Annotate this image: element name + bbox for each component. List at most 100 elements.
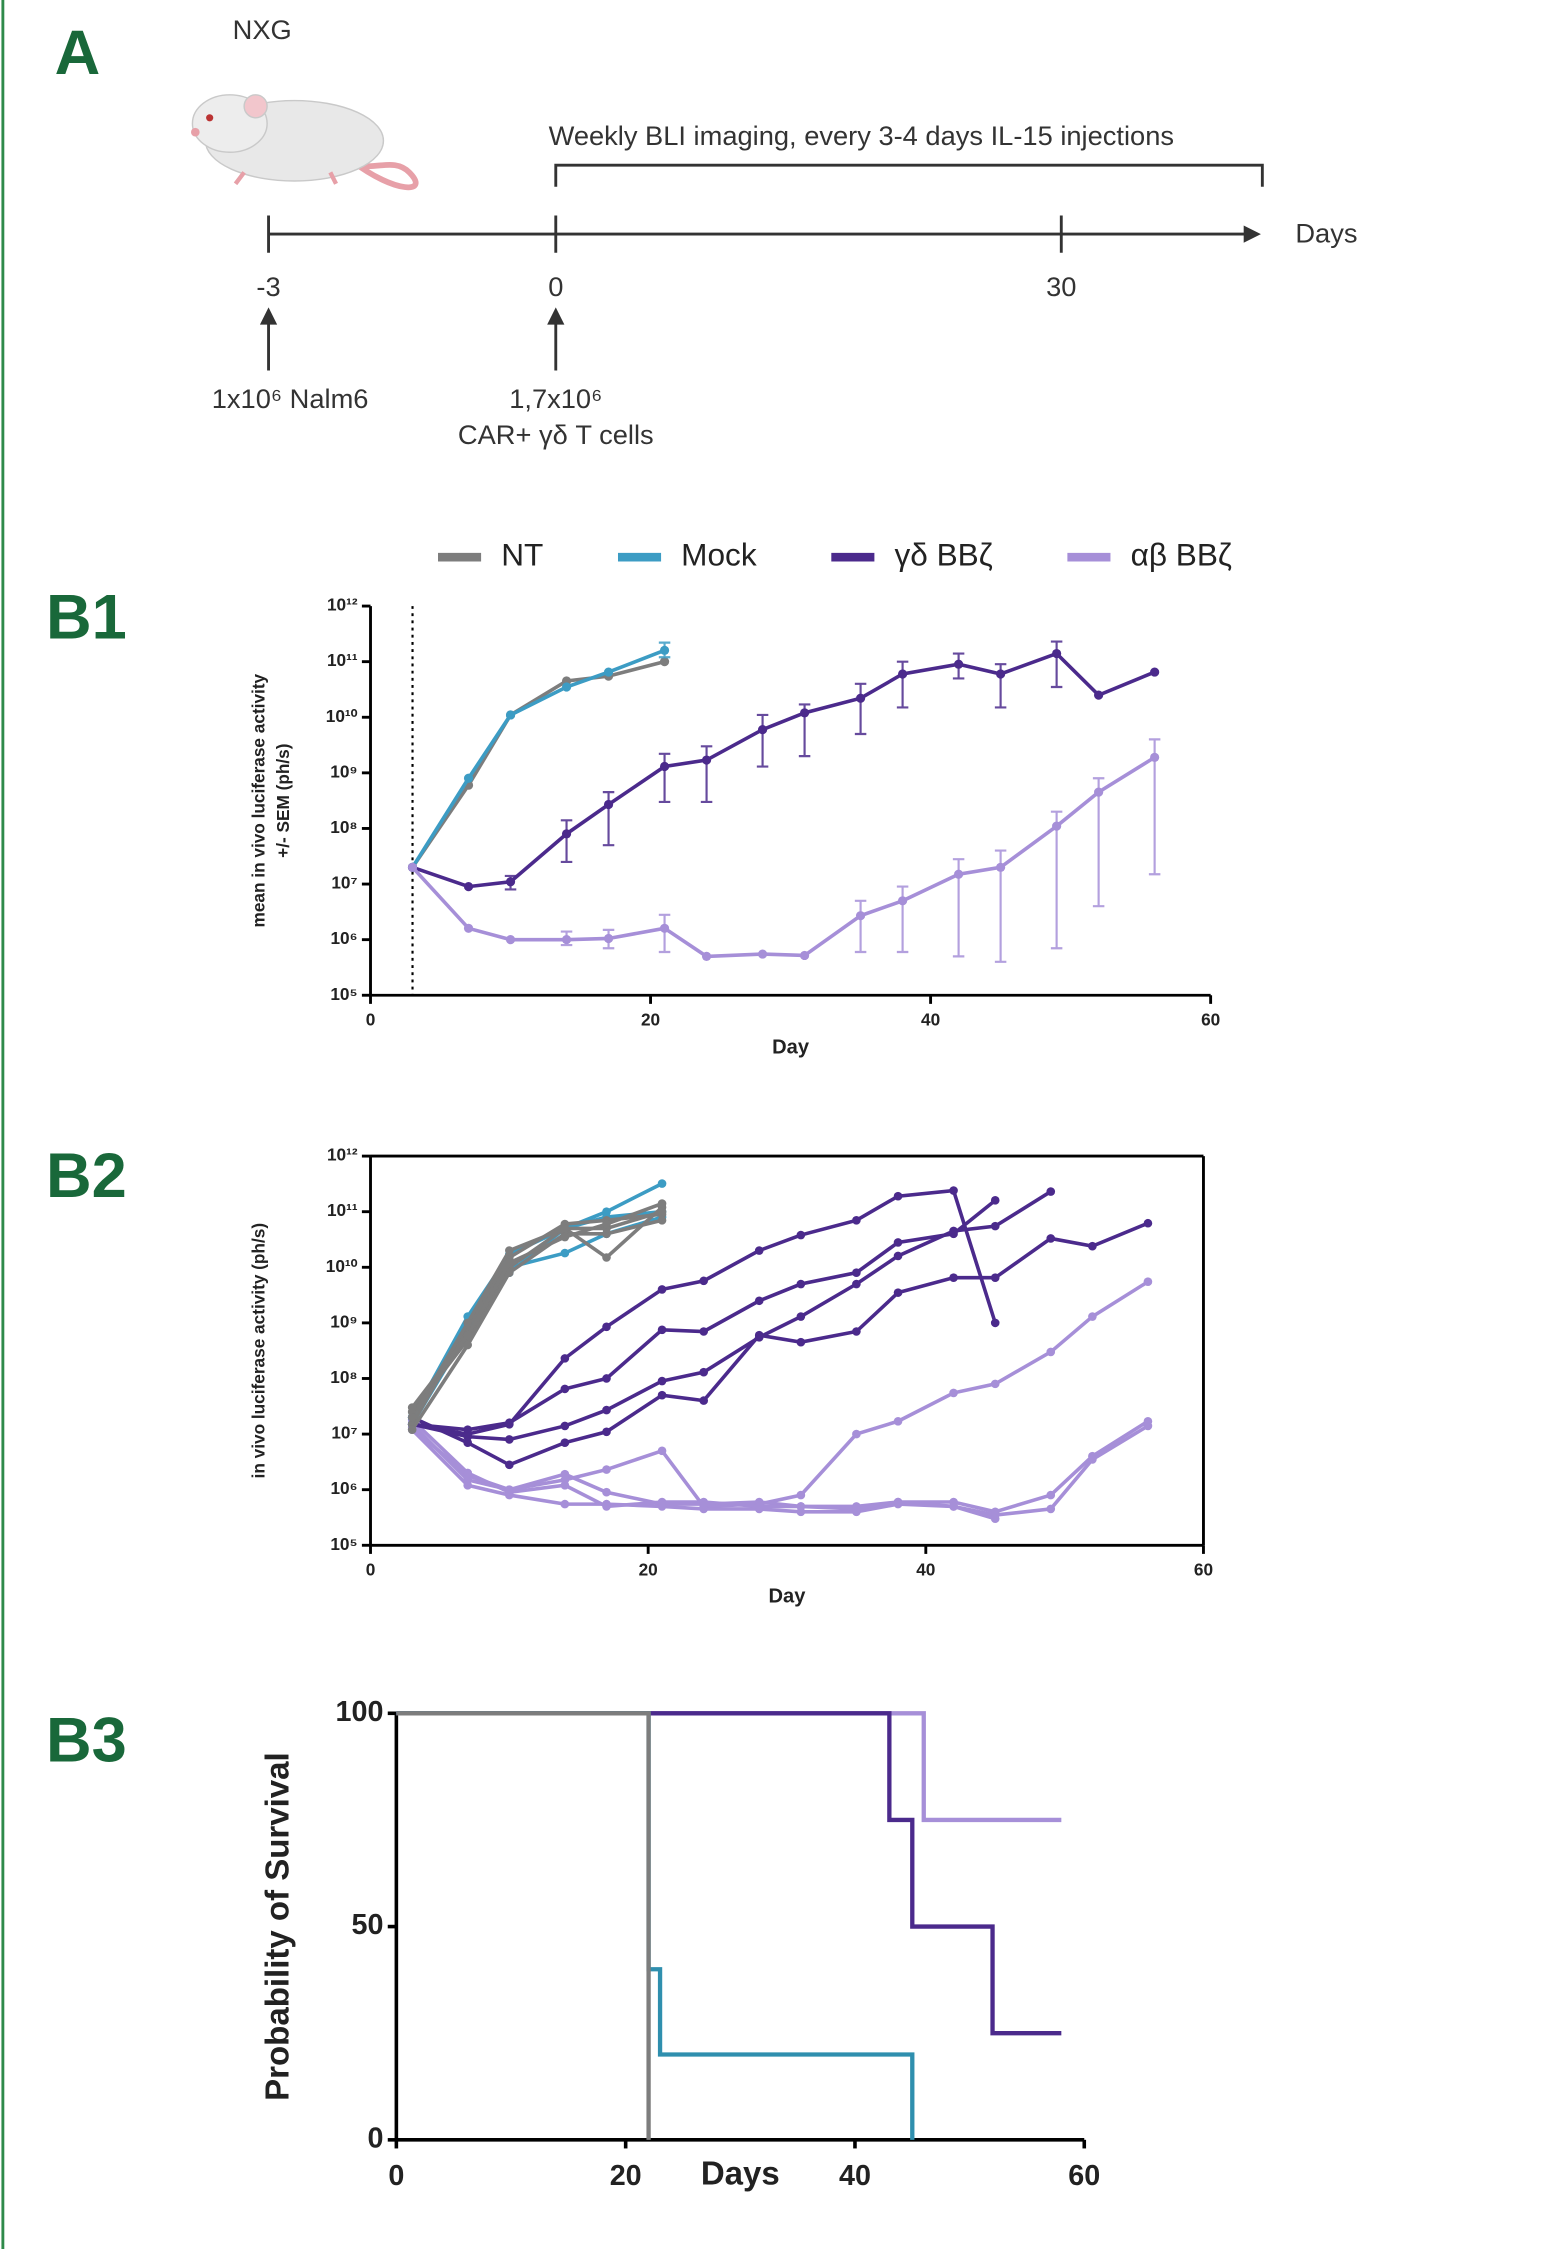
data-point bbox=[560, 1248, 570, 1258]
data-point bbox=[990, 1318, 1000, 1328]
y-axis-label: +/- SEM (ph/s) bbox=[273, 743, 293, 857]
mouse-icon bbox=[191, 94, 419, 191]
x-tick-label: 0 bbox=[366, 1560, 376, 1580]
y-tick-label: 10⁶ bbox=[330, 1478, 357, 1498]
data-point bbox=[657, 1497, 667, 1507]
bracket-label: Weekly BLI imaging, every 3-4 days IL-15… bbox=[549, 120, 1174, 151]
x-axis-label: Days bbox=[701, 2154, 780, 2191]
data-point bbox=[561, 935, 572, 945]
error-bar bbox=[560, 819, 573, 864]
data-point bbox=[1088, 1312, 1097, 1321]
data-point bbox=[754, 1502, 764, 1511]
data-point bbox=[603, 799, 614, 810]
data-point bbox=[796, 1337, 806, 1347]
arrowhead bbox=[259, 307, 565, 325]
data-point bbox=[505, 710, 516, 720]
data-point bbox=[990, 1196, 1000, 1205]
data-point bbox=[949, 1186, 958, 1195]
data-point bbox=[505, 1460, 514, 1470]
x-tick-label: 60 bbox=[1194, 1560, 1213, 1580]
series-line bbox=[410, 1419, 1149, 1514]
data-point bbox=[602, 1374, 611, 1383]
y-axis-label: mean in vivo luciferase activity bbox=[248, 673, 268, 927]
data-point bbox=[757, 724, 768, 735]
survival-curve bbox=[396, 1711, 1062, 2036]
event-label: CAR+ γδ T cells bbox=[458, 419, 654, 450]
data-point bbox=[990, 1221, 1000, 1231]
data-point bbox=[561, 682, 572, 692]
y-tick-label: 10¹² bbox=[327, 1145, 358, 1165]
data-point bbox=[602, 1487, 611, 1497]
data-point bbox=[602, 1219, 611, 1229]
data-point bbox=[657, 1446, 667, 1456]
data-point bbox=[463, 923, 474, 933]
data-point bbox=[954, 869, 964, 879]
y-tick-label: 10¹¹ bbox=[327, 650, 358, 670]
x-tick-label: 20 bbox=[639, 1560, 658, 1580]
data-point bbox=[996, 862, 1006, 872]
data-point bbox=[602, 1322, 611, 1332]
data-point bbox=[699, 1276, 709, 1286]
data-point bbox=[898, 669, 908, 679]
data-point bbox=[699, 1327, 709, 1336]
data-point bbox=[463, 773, 474, 783]
data-point bbox=[657, 1215, 667, 1225]
survival-curve bbox=[396, 1711, 915, 2140]
legend-label: αβ BBζ bbox=[1131, 537, 1232, 573]
data-point bbox=[949, 1388, 958, 1398]
y-tick-label: 10⁷ bbox=[331, 873, 357, 893]
x-axis-label: Day bbox=[772, 1037, 810, 1059]
event-arrow bbox=[267, 318, 558, 371]
data-point bbox=[699, 1367, 709, 1377]
data-point bbox=[1150, 667, 1160, 677]
data-point bbox=[796, 1312, 806, 1321]
data-point bbox=[407, 1403, 417, 1412]
error-bar bbox=[854, 899, 867, 954]
x-tick-label: 20 bbox=[641, 1010, 660, 1030]
y-axis-label: in vivo luciferase activity (ph/s) bbox=[248, 1223, 268, 1479]
data-point bbox=[602, 1502, 611, 1511]
x-tick-label: 40 bbox=[839, 2160, 871, 2192]
data-point bbox=[1046, 1490, 1056, 1500]
series-line bbox=[411, 1221, 1149, 1467]
error-bar bbox=[854, 682, 867, 736]
data-point bbox=[602, 1465, 611, 1474]
series-line bbox=[411, 1190, 1052, 1442]
data-point bbox=[560, 1224, 570, 1233]
y-tick-label: 50 bbox=[351, 1909, 383, 1941]
data-point bbox=[505, 1246, 514, 1255]
data-point bbox=[893, 1251, 903, 1261]
series-line bbox=[411, 755, 1156, 959]
bracket bbox=[554, 163, 1264, 187]
data-point bbox=[560, 1354, 570, 1363]
data-point bbox=[754, 1296, 764, 1306]
x-tick-label: 40 bbox=[921, 1010, 940, 1030]
y-tick-label: 10⁸ bbox=[330, 1367, 357, 1387]
data-point bbox=[407, 1425, 417, 1434]
strain: NXG bbox=[233, 14, 292, 45]
series-line bbox=[410, 1424, 1149, 1517]
y-tick-label: 100 bbox=[336, 1696, 384, 1728]
data-point bbox=[799, 950, 810, 961]
data-point bbox=[852, 1504, 861, 1514]
data-point bbox=[949, 1273, 958, 1283]
panel-label: A bbox=[55, 18, 101, 88]
data-point bbox=[1150, 752, 1160, 762]
y-tick-label: 10⁷ bbox=[331, 1423, 357, 1443]
data-point bbox=[852, 1429, 861, 1439]
data-point bbox=[855, 693, 866, 703]
data-point bbox=[949, 1502, 958, 1511]
data-point bbox=[463, 1318, 473, 1328]
timeline-ticks bbox=[267, 215, 1063, 253]
data-point bbox=[463, 1480, 473, 1490]
data-point bbox=[561, 829, 572, 839]
data-point bbox=[898, 896, 908, 906]
data-point bbox=[1143, 1421, 1153, 1431]
event-label: 1,7x10⁶ bbox=[509, 383, 602, 414]
data-point bbox=[659, 657, 670, 667]
data-point bbox=[407, 1413, 417, 1422]
error-bar bbox=[700, 745, 713, 804]
data-point bbox=[893, 1238, 903, 1247]
data-point bbox=[659, 761, 670, 772]
